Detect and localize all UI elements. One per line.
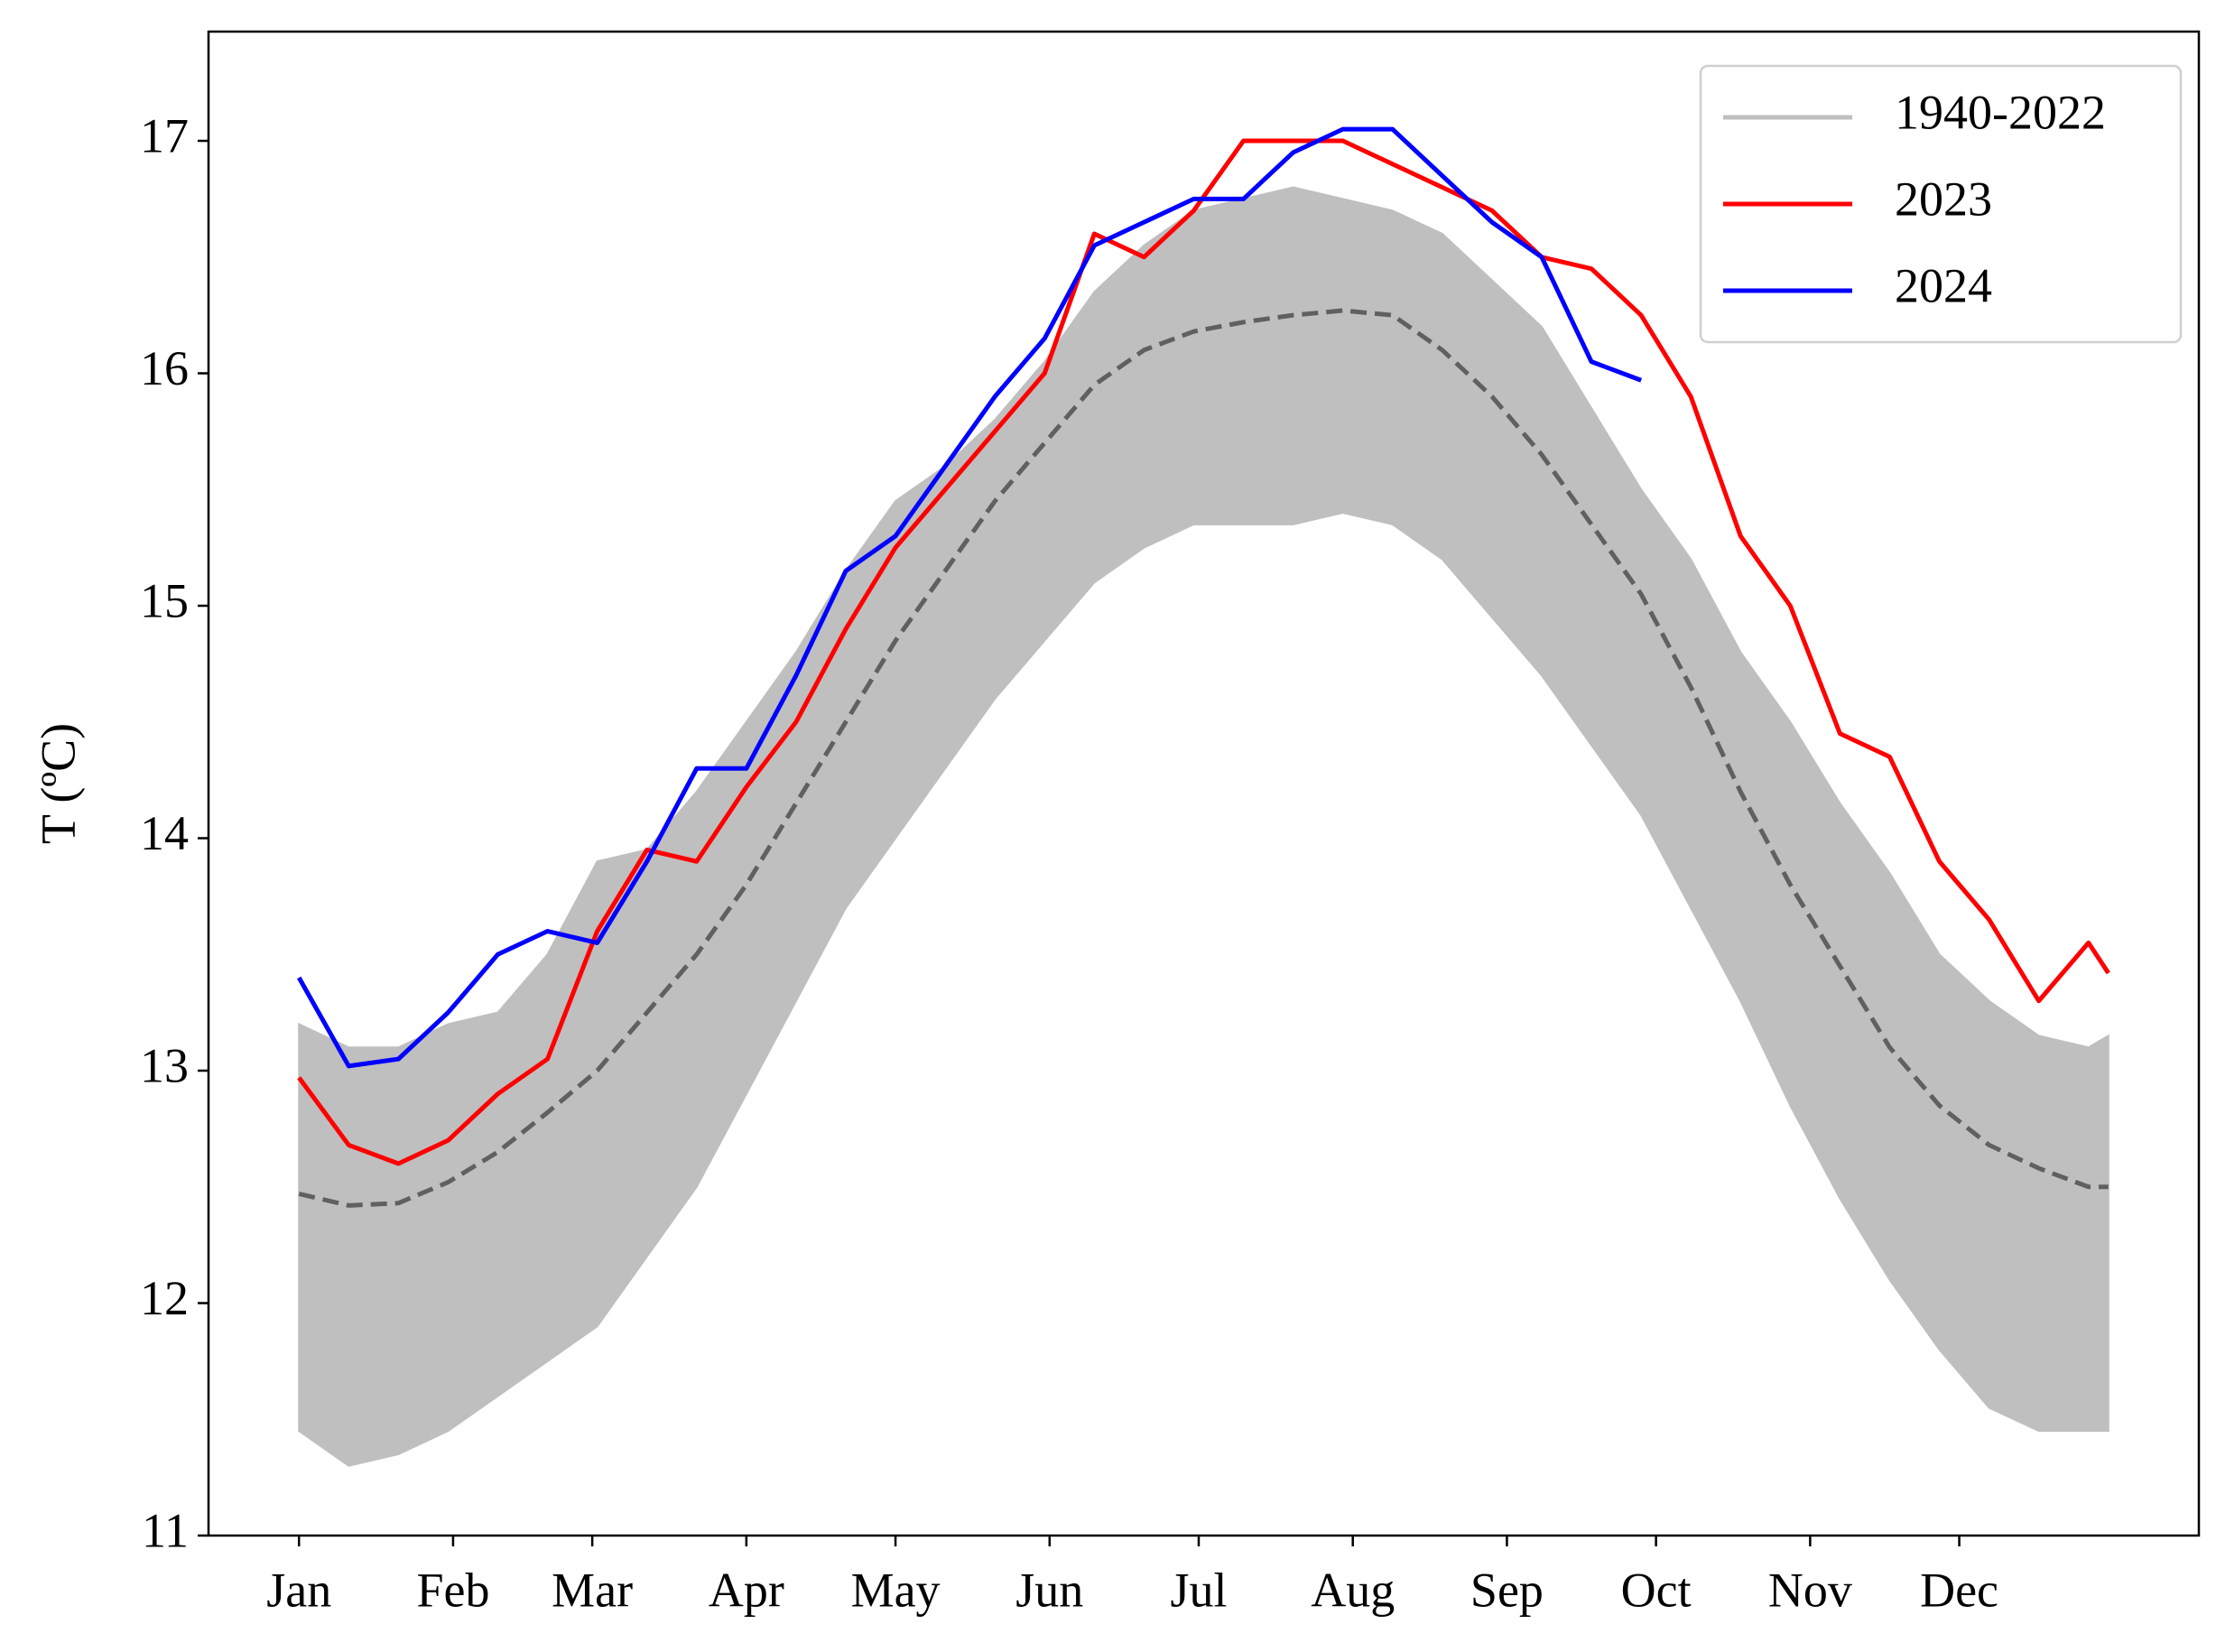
- x-tick-label: Mar: [552, 1563, 633, 1617]
- y-tick-label: 14: [140, 806, 189, 860]
- y-axis-label: T (ºC): [31, 723, 85, 844]
- y-tick-label: 17: [140, 108, 189, 162]
- legend-label: 2024: [1895, 258, 1992, 312]
- series-line: [297, 126, 1642, 1069]
- plot-area: [297, 126, 2110, 1467]
- x-tick-label: Jul: [1170, 1563, 1227, 1617]
- legend-box: [1699, 64, 2183, 344]
- x-tick-label: Feb: [416, 1563, 489, 1617]
- x-tick-label: Dec: [1920, 1563, 1998, 1617]
- y-tick-label: 12: [140, 1271, 189, 1325]
- y-tick-label: 16: [140, 341, 189, 395]
- legend-label: 1940-2022: [1895, 85, 2106, 139]
- x-tick-label: Sep: [1470, 1563, 1544, 1617]
- x-tick-label: Oct: [1621, 1563, 1692, 1617]
- y-tick-label: 11: [142, 1503, 189, 1557]
- x-tick-label: May: [851, 1563, 941, 1617]
- x-tick-label: Apr: [709, 1563, 784, 1617]
- y-tick-label: 15: [140, 573, 189, 627]
- axes-frame: [207, 30, 2201, 1537]
- x-tick-label: Jun: [1015, 1563, 1083, 1617]
- x-tick-label: Nov: [1768, 1563, 1852, 1617]
- mean-line: [298, 308, 2109, 1208]
- legend-label: 2023: [1895, 172, 1992, 226]
- y-tick-label: 13: [140, 1038, 189, 1092]
- x-tick-label: Jan: [266, 1563, 331, 1617]
- series-line: [297, 138, 2110, 1166]
- x-tick-label: Aug: [1311, 1563, 1395, 1617]
- historical-band: [298, 186, 2109, 1467]
